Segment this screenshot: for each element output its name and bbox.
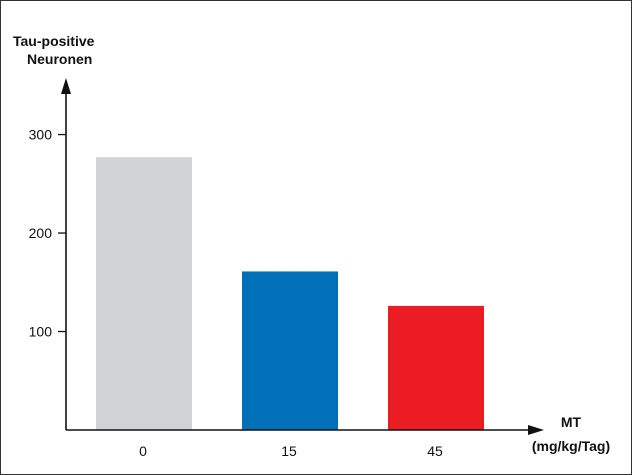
x-tick-label-0: 0 (139, 443, 147, 459)
y-tick-label-200: 200 (29, 225, 53, 241)
y-axis-title-line-1: Tau-positive (13, 33, 95, 49)
x-tick-label-15: 15 (281, 443, 297, 459)
bar-15 (242, 271, 338, 430)
y-axis-title-line-2: Neuronen (27, 51, 92, 67)
bars-group (96, 157, 484, 431)
y-tick-label-100: 100 (29, 324, 53, 340)
x-axis-arrow (528, 425, 544, 435)
x-axis-title-line-1: MT (561, 414, 582, 430)
y-ticks-group: 100 200 300 (29, 127, 66, 340)
bar-0 (96, 157, 192, 431)
x-axis-title-line-2: (mg/kg/Tag) (532, 438, 610, 454)
x-tick-label-45: 45 (427, 443, 443, 459)
bar-45 (388, 305, 484, 430)
y-axis-arrow (61, 78, 71, 94)
x-ticks-group: 0 15 45 (139, 443, 443, 459)
y-tick-label-300: 300 (29, 127, 53, 143)
